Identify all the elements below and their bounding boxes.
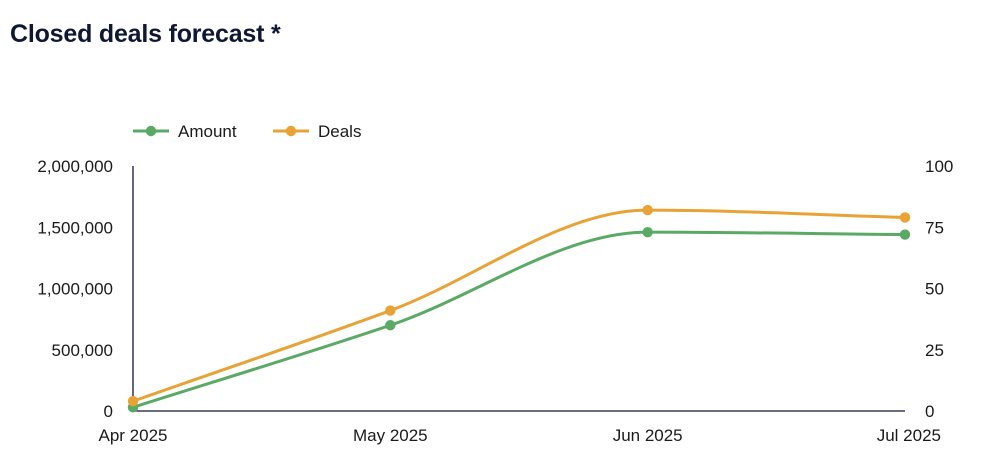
legend-marker-amount xyxy=(145,125,157,137)
series-amount xyxy=(127,226,911,413)
y-right-tick-label: 50 xyxy=(925,280,944,299)
data-point-deals[interactable] xyxy=(385,305,396,316)
y-right-tick-label: 75 xyxy=(925,218,944,237)
y-left-tick-label: 500,000 xyxy=(52,341,113,360)
x-tick-label: Apr 2025 xyxy=(99,426,168,445)
y-left-tick-label: 0 xyxy=(104,402,113,421)
legend-marker-deals xyxy=(285,125,297,137)
y-left-tick-label: 1,000,000 xyxy=(37,280,113,299)
axes: 0 500,000 1,000,000 1,500,000 2,000,000 0 25 50… xyxy=(37,157,953,445)
series-line-deals xyxy=(131,208,907,403)
data-point-amount[interactable] xyxy=(385,320,396,331)
data-point-amount[interactable] xyxy=(642,226,653,238)
series-line-amount xyxy=(131,230,907,409)
data-point-deals[interactable] xyxy=(899,212,911,223)
series-layer xyxy=(127,204,911,413)
data-point-deals[interactable] xyxy=(642,204,653,216)
legend-item-amount[interactable]: Amount xyxy=(133,122,237,141)
y-left-tick-label: 2,000,000 xyxy=(37,157,113,176)
legend-label-deals: Deals xyxy=(318,122,361,141)
legend-item-deals[interactable]: Deals xyxy=(273,122,361,141)
x-tick-label: May 2025 xyxy=(353,426,428,445)
legend-label-amount: Amount xyxy=(178,122,237,141)
y-right-tick-label: 100 xyxy=(925,157,953,176)
data-point-amount[interactable] xyxy=(899,229,911,240)
y-right-tick-label: 0 xyxy=(925,402,934,421)
y-right-tick-label: 25 xyxy=(925,341,944,360)
x-tick-label: Jul 2025 xyxy=(877,426,941,445)
y-left-tick-label: 1,500,000 xyxy=(37,218,113,237)
legend: Amount Deals xyxy=(133,122,361,141)
x-tick-label: Jun 2025 xyxy=(613,426,683,445)
data-point-deals[interactable] xyxy=(127,396,139,407)
series-deals xyxy=(127,204,911,407)
chart-title: Closed deals forecast * xyxy=(10,20,281,48)
